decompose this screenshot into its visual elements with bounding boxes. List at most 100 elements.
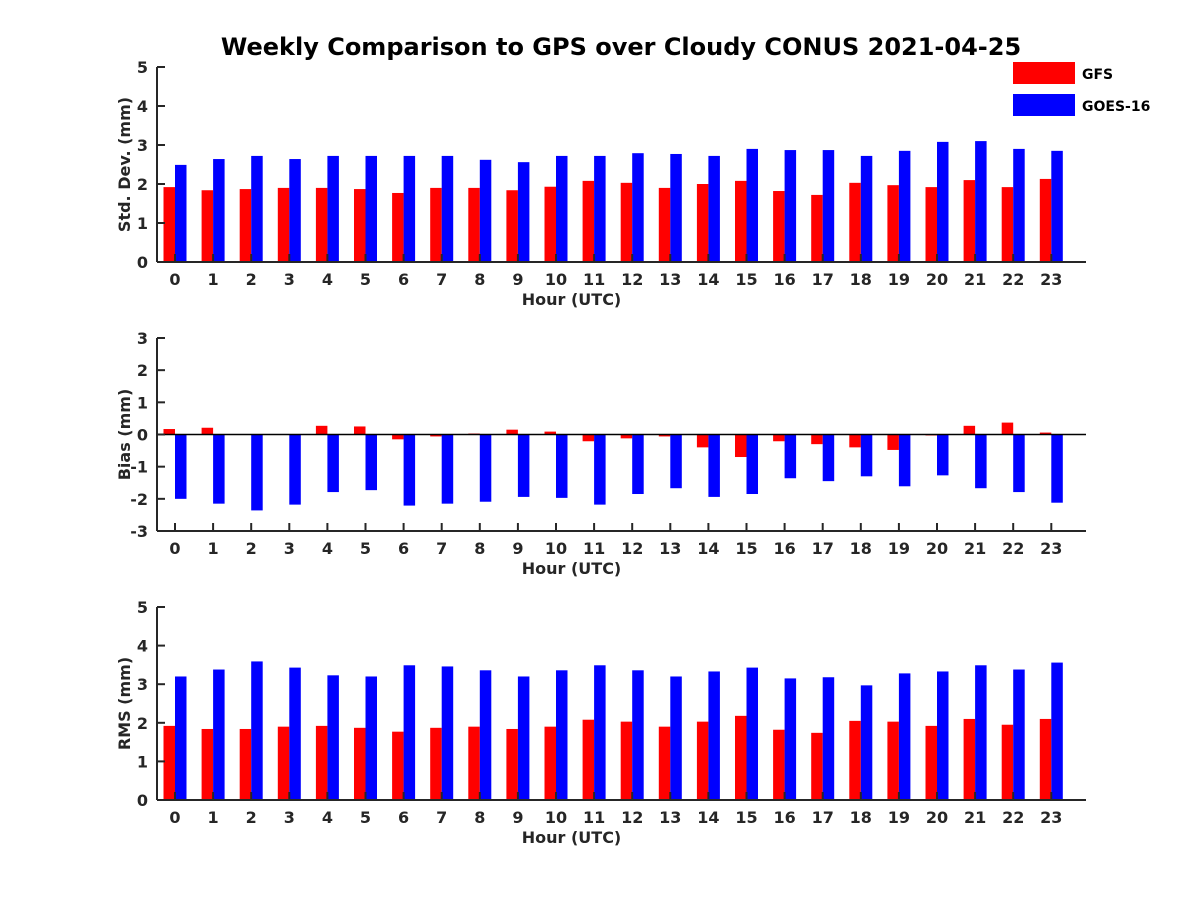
bar-goes-16-hour-17	[823, 150, 835, 262]
x-tick-label: 5	[360, 808, 371, 827]
bar-gfs-hour-16	[773, 435, 785, 442]
bar-gfs-hour-0	[164, 726, 176, 800]
bar-gfs-hour-8	[468, 188, 480, 262]
x-tick-label: 19	[888, 270, 910, 289]
bar-gfs-hour-17	[811, 195, 823, 262]
bar-goes-16-hour-19	[899, 435, 911, 487]
bar-gfs-hour-22	[1002, 725, 1014, 800]
bar-goes-16-hour-20	[937, 671, 949, 800]
x-tick-label: 1	[208, 808, 219, 827]
x-tick-label: 17	[812, 808, 834, 827]
y-tick-label: 3	[137, 136, 148, 155]
x-tick-label: 8	[474, 808, 485, 827]
bar-gfs-hour-13	[659, 188, 671, 262]
x-tick-label: 6	[398, 270, 409, 289]
bar-goes-16-hour-12	[632, 153, 644, 262]
x-tick-label: 7	[436, 808, 447, 827]
bar-goes-16-hour-18	[861, 435, 873, 477]
bar-gfs-hour-18	[849, 183, 861, 262]
x-tick-label: 2	[246, 808, 257, 827]
x-tick-label: 10	[545, 539, 567, 558]
bar-goes-16-hour-14	[708, 156, 720, 262]
x-tick-label: 4	[322, 270, 333, 289]
x-tick-label: 1	[208, 270, 219, 289]
bar-gfs-hour-22	[1002, 423, 1014, 435]
x-tick-label: 3	[284, 539, 295, 558]
bar-gfs-hour-7	[430, 188, 442, 262]
x-tick-label: 20	[926, 808, 948, 827]
bar-gfs-hour-23	[1040, 719, 1052, 800]
y-tick-label: -3	[130, 522, 148, 541]
bar-goes-16-hour-19	[899, 151, 911, 262]
x-axis-label: Hour (UTC)	[522, 290, 622, 309]
x-tick-label: 19	[888, 539, 910, 558]
bar-gfs-hour-0	[164, 187, 176, 262]
bar-goes-16-hour-15	[747, 435, 759, 495]
legend-swatch-gfs	[1013, 62, 1075, 84]
x-tick-label: 21	[964, 539, 986, 558]
bar-gfs-hour-9	[506, 729, 518, 800]
bar-goes-16-hour-10	[556, 670, 568, 800]
x-tick-label: 16	[773, 270, 795, 289]
bar-goes-16-hour-11	[594, 156, 606, 262]
x-tick-label: 5	[360, 539, 371, 558]
x-tick-label: 14	[697, 539, 719, 558]
bar-goes-16-hour-9	[518, 435, 530, 497]
x-axis-label: Hour (UTC)	[522, 559, 622, 578]
bar-goes-16-hour-21	[975, 665, 987, 800]
bar-goes-16-hour-16	[785, 150, 797, 262]
bar-gfs-hour-1	[202, 190, 214, 262]
bar-gfs-hour-4	[316, 426, 328, 435]
bar-goes-16-hour-0	[175, 165, 187, 262]
bar-goes-16-hour-14	[708, 671, 720, 800]
x-tick-label: 22	[1002, 539, 1024, 558]
bar-goes-16-hour-14	[708, 435, 720, 497]
x-tick-label: 11	[583, 539, 605, 558]
x-tick-label: 22	[1002, 270, 1024, 289]
y-tick-label: -2	[130, 490, 148, 509]
x-tick-label: 23	[1040, 539, 1062, 558]
chart-title: Weekly Comparison to GPS over Cloudy CON…	[221, 33, 1021, 61]
x-tick-label: 18	[850, 808, 872, 827]
bar-goes-16-hour-19	[899, 673, 911, 800]
bar-gfs-hour-5	[354, 426, 366, 434]
bar-gfs-hour-10	[545, 187, 557, 262]
x-tick-label: 20	[926, 270, 948, 289]
bar-gfs-hour-21	[964, 180, 976, 262]
x-tick-label: 0	[169, 539, 180, 558]
bar-gfs-hour-19	[887, 722, 899, 800]
bar-gfs-hour-3	[278, 727, 290, 800]
bar-gfs-hour-11	[583, 435, 595, 442]
bar-goes-16-hour-2	[251, 435, 263, 511]
x-tick-label: 4	[322, 539, 333, 558]
bar-gfs-hour-6	[392, 732, 404, 800]
bar-goes-16-hour-0	[175, 676, 187, 800]
bar-goes-16-hour-6	[404, 665, 416, 800]
bar-goes-16-hour-5	[366, 435, 378, 491]
x-tick-label: 12	[621, 270, 643, 289]
bar-goes-16-hour-23	[1051, 151, 1063, 262]
bar-goes-16-hour-11	[594, 665, 606, 800]
y-tick-label: 3	[137, 329, 148, 348]
x-tick-label: 18	[850, 539, 872, 558]
bar-goes-16-hour-9	[518, 676, 530, 800]
bar-goes-16-hour-10	[556, 156, 568, 262]
legend-swatch-goes-16	[1013, 94, 1075, 116]
x-tick-label: 17	[812, 539, 834, 558]
bar-gfs-hour-14	[697, 435, 709, 448]
x-tick-label: 9	[512, 539, 523, 558]
x-tick-label: 0	[169, 270, 180, 289]
bar-gfs-hour-6	[392, 193, 404, 262]
bar-goes-16-hour-11	[594, 435, 606, 505]
bar-goes-16-hour-23	[1051, 435, 1063, 503]
bar-gfs-hour-19	[887, 185, 899, 262]
bar-gfs-hour-22	[1002, 187, 1014, 262]
bar-gfs-hour-9	[506, 190, 518, 262]
x-tick-label: 11	[583, 270, 605, 289]
bar-goes-16-hour-20	[937, 142, 949, 262]
bar-gfs-hour-18	[849, 435, 861, 448]
x-tick-label: 2	[246, 539, 257, 558]
